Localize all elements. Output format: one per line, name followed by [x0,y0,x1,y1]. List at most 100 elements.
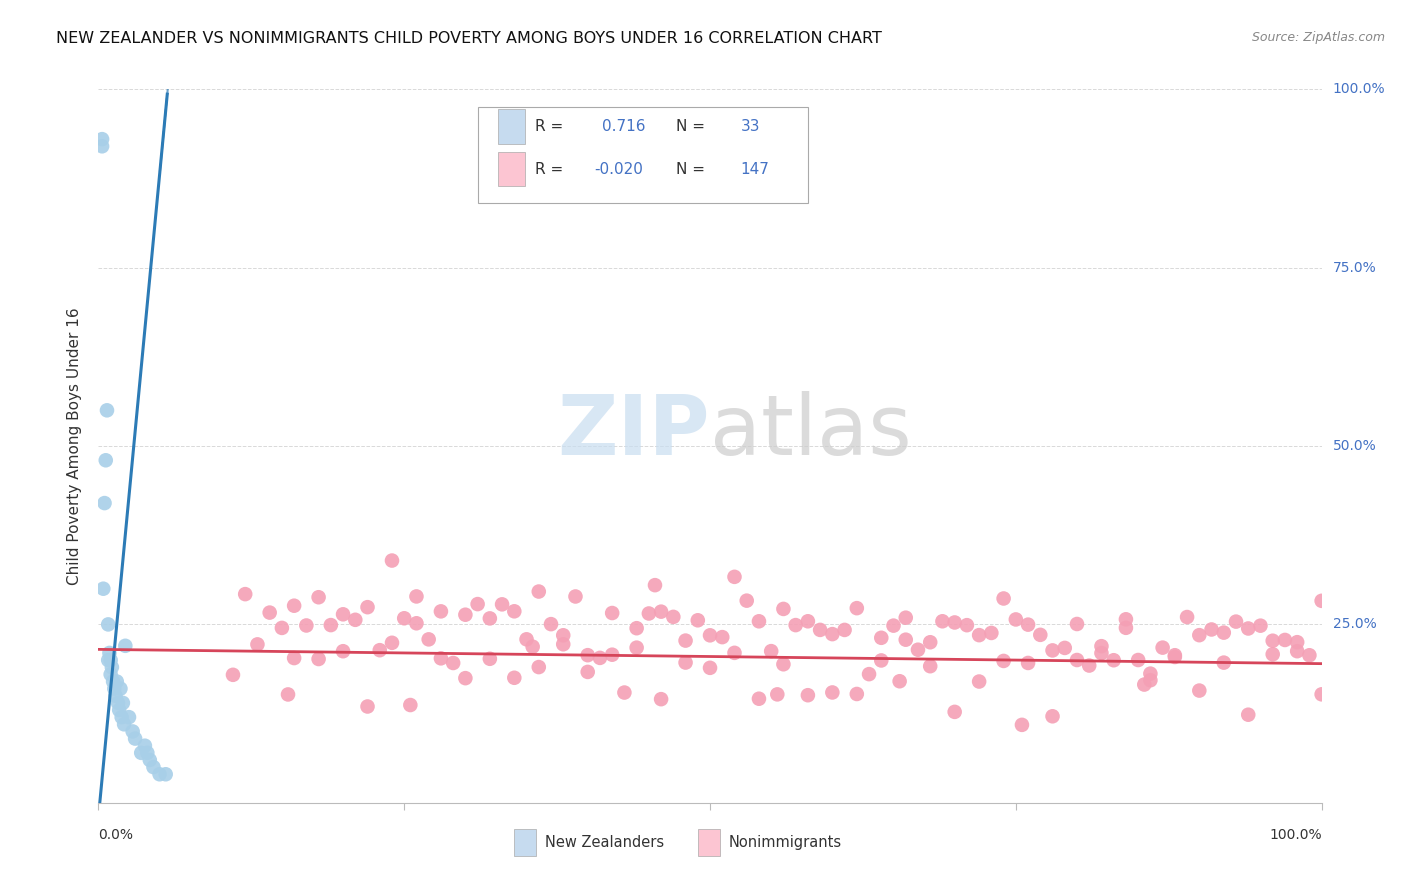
Point [735,593,758,607]
Text: 147: 147 [741,161,769,177]
Point [112,717,135,731]
Point [1164,648,1187,663]
Point [576,648,599,662]
Point [503,671,526,685]
Point [1042,709,1064,723]
Bar [515,830,536,856]
Point [1017,656,1039,670]
Point [1249,618,1271,632]
Point [283,599,305,613]
Point [748,615,770,629]
Point [1053,640,1076,655]
Point [478,611,501,625]
Point [834,623,856,637]
Text: Source: ZipAtlas.com: Source: ZipAtlas.com [1251,31,1385,45]
Bar [498,153,526,186]
Point [454,671,477,685]
Point [1066,653,1088,667]
Text: 0.0%: 0.0% [98,828,134,842]
Point [797,688,820,702]
Point [943,615,966,630]
Text: 33: 33 [741,119,761,134]
Point [1004,612,1026,626]
Text: 100.0%: 100.0% [1270,828,1322,842]
Point [134,739,156,753]
Point [308,591,330,605]
Point [600,648,623,662]
Point [139,753,162,767]
Point [637,607,661,621]
Point [613,685,636,699]
Point [1286,644,1309,658]
Point [766,687,789,701]
Point [748,691,770,706]
Point [121,724,143,739]
Point [491,598,513,612]
Point [1201,623,1223,637]
Point [101,674,124,689]
Bar [498,110,526,144]
Point [467,597,489,611]
Point [1042,643,1064,657]
Point [1286,635,1309,649]
Point [105,674,128,689]
Text: 50.0%: 50.0% [1333,439,1376,453]
Point [1225,615,1247,629]
Point [441,656,464,670]
Point [344,613,367,627]
Point [553,637,575,651]
Point [1164,650,1187,665]
Point [576,665,599,679]
Point [1152,640,1174,655]
Point [270,621,294,635]
Point [1115,621,1137,635]
Point [723,646,745,660]
Point [907,642,929,657]
Point [1017,617,1039,632]
Bar [697,830,720,856]
Point [626,640,648,655]
Point [356,600,378,615]
Point [478,652,501,666]
Point [675,656,697,670]
Text: ZIP: ZIP [558,392,710,472]
Point [1102,653,1125,667]
Point [1310,594,1333,608]
Point [295,618,318,632]
Point [1078,658,1101,673]
Point [101,660,124,674]
Point [870,631,893,645]
Point [553,628,575,642]
Point [772,657,794,672]
Point [527,660,550,674]
Text: New Zealanders: New Zealanders [546,835,664,850]
Text: R =: R = [536,161,568,177]
Point [1090,646,1112,660]
Point [650,605,672,619]
Point [626,621,648,635]
Point [405,616,427,631]
Point [967,674,990,689]
Point [808,623,831,637]
Point [1274,632,1296,647]
Point [772,602,794,616]
Point [931,614,953,628]
Point [711,630,734,644]
FancyBboxPatch shape [478,107,808,203]
Point [1261,633,1284,648]
Text: atlas: atlas [710,392,911,472]
Point [94,453,117,467]
Text: N =: N = [676,119,710,134]
Point [785,618,807,632]
Point [522,640,544,654]
Point [111,696,134,710]
Point [430,604,453,618]
Point [405,590,427,604]
Point [650,692,672,706]
Point [600,606,623,620]
Point [319,618,342,632]
Point [699,628,721,642]
Point [1175,610,1198,624]
Point [761,644,783,658]
Point [686,613,709,627]
